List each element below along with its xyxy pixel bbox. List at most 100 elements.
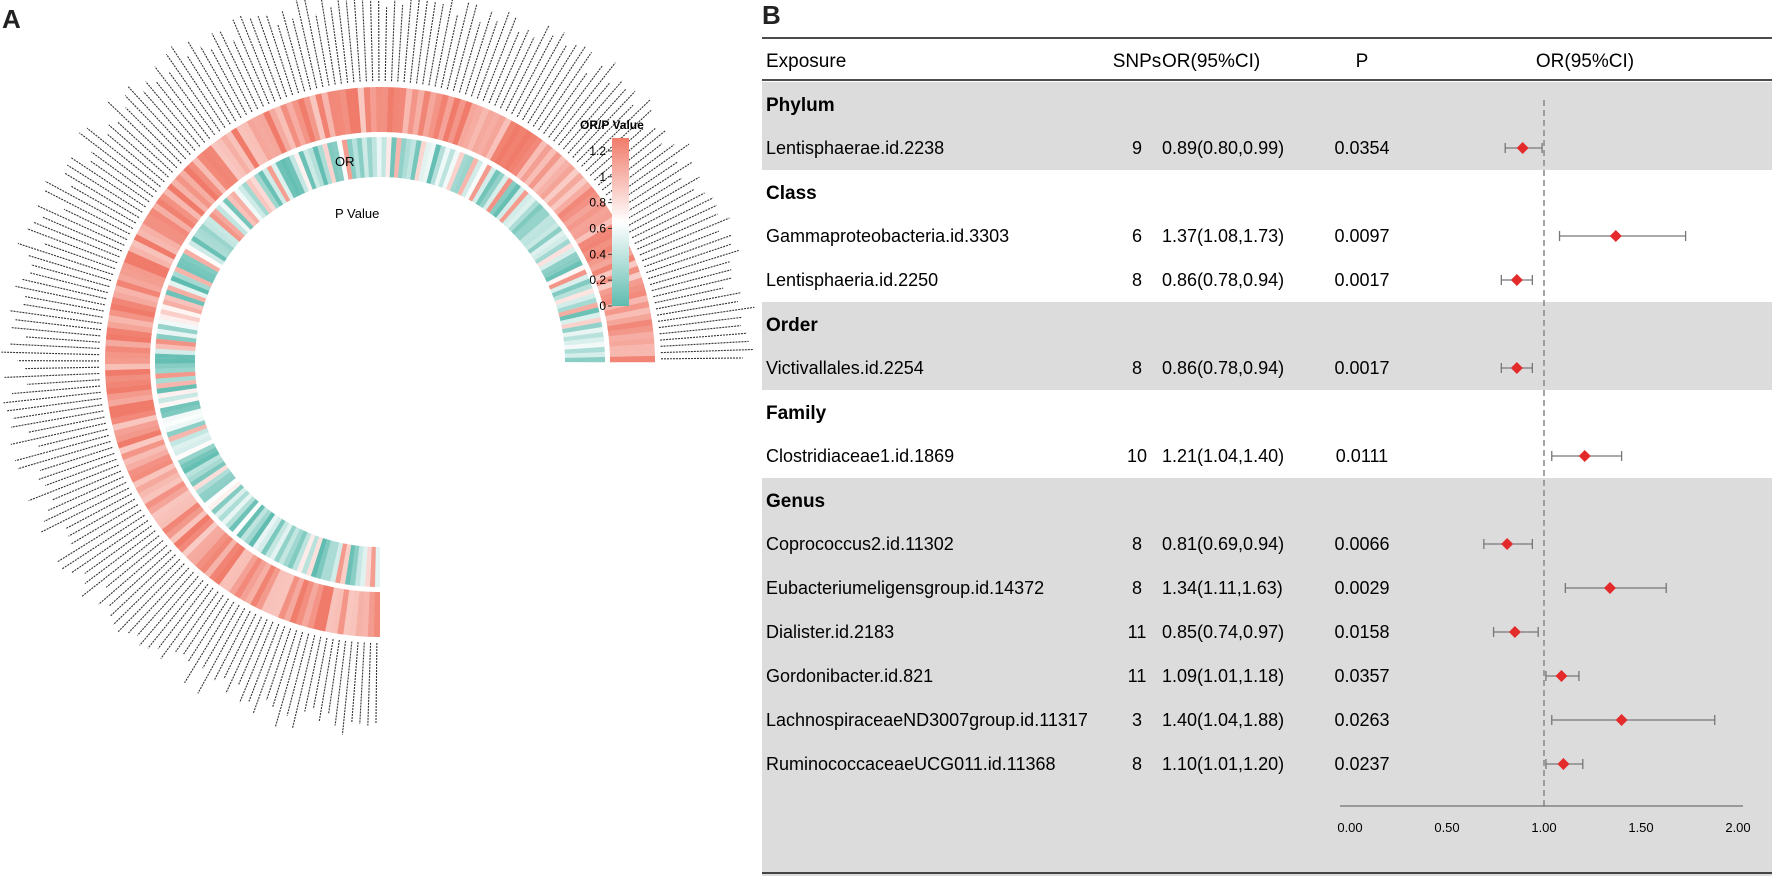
p-ring-cell (445, 151, 466, 191)
or-point (1555, 670, 1568, 682)
p-ring-cell (155, 358, 196, 364)
sample-label-mark (312, 637, 328, 709)
or-ring-cell (206, 145, 239, 184)
or-ring-cell (132, 462, 176, 489)
sample-label-mark (26, 336, 100, 343)
sample-label-mark (168, 71, 216, 136)
sample-label-mark (265, 14, 294, 96)
or-point (1615, 714, 1628, 726)
or-ring-cell (490, 120, 518, 163)
group-band (762, 82, 1772, 170)
p-ring-cell (371, 137, 378, 178)
sample-label-mark (370, 0, 374, 82)
p-ring-cell (266, 165, 291, 203)
or-ring-cell (161, 501, 201, 535)
or-ring-cell (109, 404, 155, 419)
or-ring-cell (315, 93, 331, 139)
or-ring-cell (546, 172, 584, 208)
p-ring-cell (317, 144, 333, 185)
row-snps: 8 (1132, 754, 1142, 774)
or-ring-label: OR (335, 154, 355, 169)
sample-label-mark (219, 31, 259, 110)
sample-label-mark (543, 72, 588, 134)
or-ring-cell (550, 177, 588, 212)
sample-label-mark (22, 303, 103, 318)
or-ring-cell (351, 87, 362, 134)
group-label: Family (766, 403, 827, 424)
colorbar (612, 138, 629, 306)
sample-label-mark (562, 80, 623, 150)
p-ring-cell (221, 493, 253, 526)
sample-label-mark (470, 21, 498, 97)
or-ring-cell (228, 554, 259, 596)
row-or-ci: 0.81(0.69,0.94) (1162, 534, 1284, 554)
sample-label-mark (25, 366, 100, 370)
p-ring-cell (397, 138, 407, 179)
p-ring-cell (562, 322, 603, 334)
row-p: 0.0029 (1334, 578, 1389, 598)
colorbar-title: OR/P Value (580, 118, 644, 132)
or-ring-cell (333, 90, 347, 136)
or-ring-cell (113, 419, 159, 437)
or-ring-cell (532, 155, 567, 193)
sample-label-mark (625, 189, 694, 228)
p-ring-cell (157, 392, 199, 404)
sample-label-mark (572, 90, 636, 158)
p-ring-cell (226, 194, 257, 227)
p-ring-cell (564, 341, 605, 350)
p-ring-cell (185, 244, 223, 269)
p-ring-cell (155, 353, 196, 360)
or-ring-cell (285, 101, 307, 146)
colorbar-tick-label: 1 (599, 170, 606, 184)
or-ring-cell (199, 535, 234, 574)
p-ring-cell (331, 141, 345, 182)
sample-label-mark (10, 410, 104, 428)
p-ring-cell (434, 146, 451, 187)
p-ring-cell (157, 387, 198, 399)
or-ring-cell (183, 165, 220, 202)
row-or-ci: 1.34(1.11,1.63) (1162, 578, 1283, 598)
sample-label-mark (17, 440, 111, 470)
p-ring-cell (519, 214, 554, 245)
or-ring-cell (215, 137, 247, 178)
p-ring-cell (275, 160, 298, 199)
or-ring-cell (225, 130, 256, 172)
sample-label-mark (41, 487, 130, 533)
sample-label-mark (232, 40, 264, 107)
sample-label-mark (11, 327, 101, 337)
p-ring-cell (560, 312, 601, 326)
sample-label-mark (654, 287, 724, 304)
sample-label-mark (22, 278, 107, 300)
sample-label-mark (415, 0, 428, 84)
or-ring-cell (105, 368, 151, 377)
p-ring-cell (187, 457, 224, 483)
sample-label-mark (628, 192, 705, 233)
or-ring-cell (136, 228, 179, 255)
sample-label-mark (637, 213, 718, 250)
or-ring-cell (105, 351, 151, 359)
sample-label-mark (225, 616, 262, 694)
p-ring-cell (236, 504, 266, 539)
or-ring-cell (204, 538, 238, 578)
p-ring-cell (558, 302, 599, 318)
p-ring-cell (269, 523, 293, 561)
or-ring-cell (105, 363, 151, 371)
or-ring-cell (427, 92, 444, 139)
or-ring-cell (462, 105, 485, 150)
or-ring-cell (507, 133, 538, 174)
or-ring-cell (255, 567, 281, 611)
sample-label-mark (84, 525, 152, 574)
circular-heatmap: OR P Value OR/P Value 1.2 1 0.8 0.6 0.4 0.2 0 (1, 0, 755, 735)
p-ring-cell (208, 211, 243, 242)
or-ring-cell (151, 489, 192, 520)
p-ring-cell (461, 159, 484, 198)
p-ring-cell (156, 328, 198, 339)
sample-label-mark (17, 242, 114, 276)
sample-label-mark (125, 107, 182, 164)
or-ring-cell (170, 178, 209, 213)
or-ring-cell (432, 94, 450, 140)
row-p: 0.0237 (1334, 754, 1389, 774)
p-ring-cell (563, 336, 605, 346)
or-ring-cell (272, 573, 295, 618)
sample-label-mark (281, 11, 306, 92)
